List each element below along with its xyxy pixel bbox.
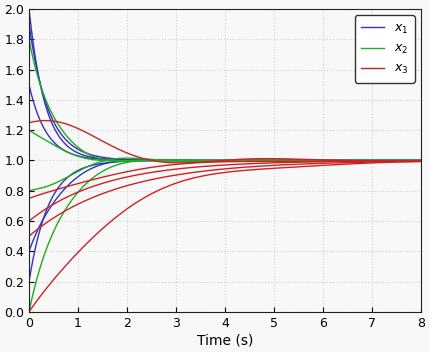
$x_1$: [369, 158, 374, 163]
$x_3$: [177, 161, 182, 165]
$x_3$: [194, 160, 199, 164]
$x_3$: [369, 159, 374, 163]
$x_1$: [71, 149, 76, 153]
$x_3$: [27, 120, 32, 125]
$x_1$: [418, 158, 423, 163]
$x_1$: [177, 158, 182, 163]
$x_3$: [43, 119, 48, 123]
$x_1$: [411, 158, 416, 163]
$x_2$: [418, 158, 423, 163]
$x_1$: [94, 156, 100, 160]
$x_2$: [27, 37, 32, 42]
Line: $x_2$: $x_2$: [29, 39, 421, 161]
$x_3$: [418, 158, 423, 163]
Line: $x_1$: $x_1$: [29, 9, 421, 161]
Legend: $x_1$, $x_2$, $x_3$: $x_1$, $x_2$, $x_3$: [355, 15, 414, 83]
$x_3$: [177, 161, 182, 165]
$x_3$: [71, 125, 76, 129]
Line: $x_3$: $x_3$: [29, 121, 421, 163]
X-axis label: Time (s): Time (s): [197, 334, 253, 348]
$x_3$: [94, 136, 100, 140]
$x_2$: [71, 142, 76, 146]
$x_2$: [94, 156, 100, 160]
$x_3$: [411, 158, 416, 163]
$x_1$: [193, 158, 199, 163]
$x_2$: [177, 158, 182, 162]
$x_1$: [27, 7, 32, 11]
$x_2$: [194, 158, 199, 162]
$x_2$: [369, 158, 374, 163]
$x_2$: [120, 159, 125, 163]
$x_2$: [411, 158, 416, 163]
